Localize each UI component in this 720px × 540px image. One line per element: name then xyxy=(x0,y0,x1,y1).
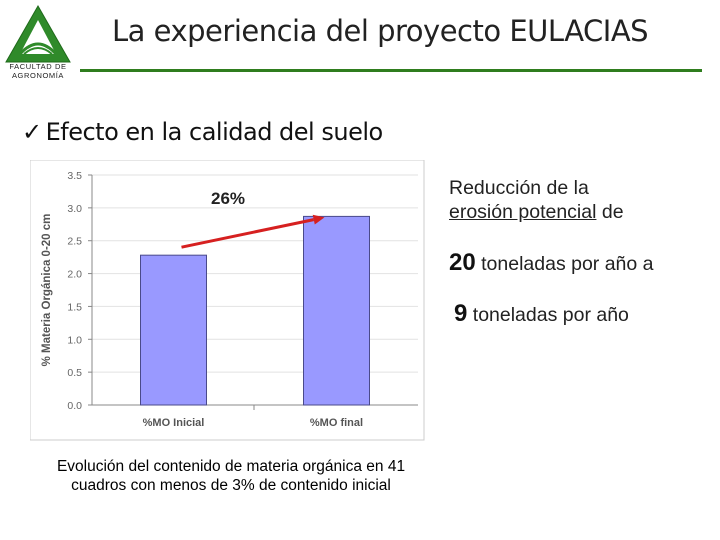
faculty-logo xyxy=(5,4,71,63)
side-text-line-3-rest: toneladas por año a xyxy=(475,253,654,275)
caption-line-2: cuadros con menos de 3% de contenido ini… xyxy=(71,477,391,494)
y-tick-label-7: 3.5 xyxy=(67,170,82,182)
erosion-term: erosión potencial xyxy=(449,201,597,223)
side-text-line-4: 9 toneladas por año xyxy=(454,302,629,327)
logo-text-line-1: FACULTAD DE xyxy=(9,62,67,71)
y-tick-label-4: 2.0 xyxy=(67,269,82,281)
check-icon: ✓ xyxy=(22,118,42,146)
title-divider xyxy=(80,69,702,72)
caption-line-1: Evolución del contenido de materia orgán… xyxy=(56,458,406,475)
x-axis-labels: %MO Inicial %MO final xyxy=(143,417,363,429)
erosion-after-value: 9 xyxy=(454,300,468,327)
erosion-before-value: 20 xyxy=(449,249,476,276)
y-tick-label-3: 1.5 xyxy=(67,301,82,313)
y-tick-label-2: 1.0 xyxy=(67,334,82,346)
bar-0 xyxy=(140,254,207,406)
side-text-line-2: erosión potencial de xyxy=(449,200,624,224)
y-tick-label-1: 0.5 xyxy=(67,367,82,379)
bullet-text: Efecto en la calidad del suelo xyxy=(45,118,384,146)
y-tick-label-6: 3.0 xyxy=(67,203,82,215)
y-axis-label: % Materia Orgánica 0-20 cm xyxy=(41,214,53,367)
bullet-point: ✓ Efecto en la calidad del suelo xyxy=(22,118,383,146)
side-text-line-2-rest: de xyxy=(596,201,624,223)
side-text-line-1: Reducción de la xyxy=(449,177,589,199)
increase-arrow-head xyxy=(312,214,325,225)
chart-caption: Evolución del contenido de materia orgán… xyxy=(28,457,434,495)
y-tick-label-0: 0.0 xyxy=(67,400,82,412)
y-tick-label-5: 2.5 xyxy=(67,236,82,248)
page-title: La experiencia del proyecto EULACIAS xyxy=(112,14,649,48)
chart-bars xyxy=(140,215,370,406)
x-tick-label-1: %MO final xyxy=(310,417,363,429)
y-axis-ticks: 0.0 0.5 1.0 1.5 2.0 2.5 3.0 3.5 xyxy=(67,170,92,412)
increase-annotation: 26% xyxy=(211,189,245,208)
bar-1 xyxy=(303,215,370,406)
side-text-line-3: 20 toneladas por año a xyxy=(449,251,654,276)
side-text-line-4-rest: toneladas por año xyxy=(467,304,629,326)
x-tick-label-0: %MO Inicial xyxy=(143,417,205,429)
increase-arrow xyxy=(181,218,315,249)
logo-text-line-2: AGRONOMÍA xyxy=(11,71,65,80)
organic-matter-bar-chart: 0.00.51.01.52.02.53.03.5 %MO Inicial %MO … xyxy=(30,160,425,441)
